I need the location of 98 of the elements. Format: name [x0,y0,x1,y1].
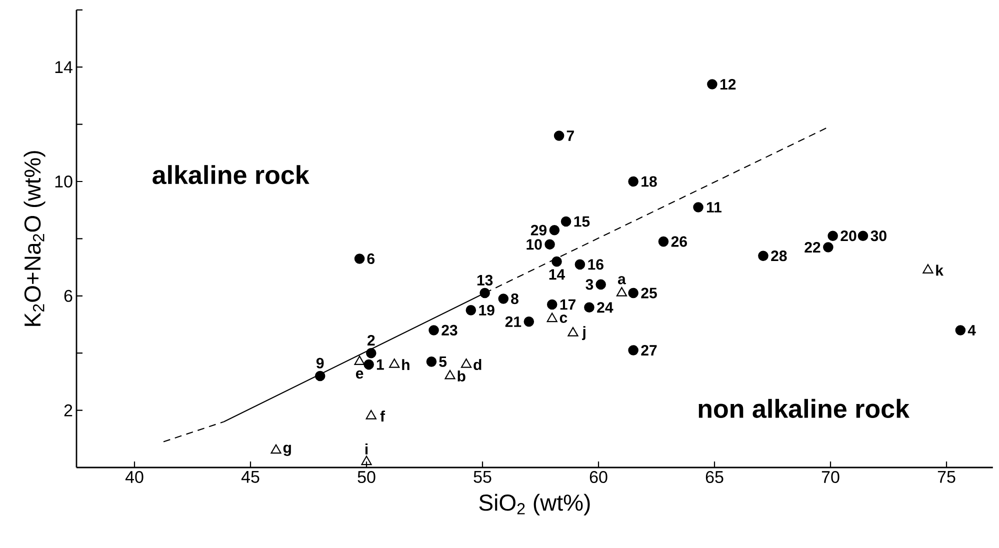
point [552,256,562,267]
point [444,370,456,380]
point [828,230,838,241]
annotation: 4 [968,325,976,336]
point [546,299,558,310]
annotation: 29 [530,224,546,236]
annotation: non alkaline rock [698,398,910,418]
annotation: 26 [671,236,687,247]
point [480,288,490,298]
annotation: b [458,370,466,382]
point [389,358,400,368]
x-tick-label: 60 [590,471,608,484]
point [628,288,638,298]
x-tick-label: 75 [938,471,956,483]
point [364,359,374,370]
annotation: 9 [316,358,324,368]
point [366,348,376,358]
annotation: 11 [706,202,722,212]
annotation: 16 [588,259,604,270]
annotation: 17 [560,299,576,310]
point [596,279,606,290]
y-tick-label: 2 [64,404,72,416]
point [584,302,594,312]
annotation: c [560,314,568,323]
annotation: j [582,326,586,340]
point [658,236,669,247]
point [466,305,476,316]
x-tick-label: 45 [241,471,260,483]
y-axis-title: K$_{2}$O+Na$_{2}$O (wt%) [24,151,46,326]
annotation: 21 [505,316,522,327]
point [460,358,472,368]
annotation: e [356,370,364,379]
y-tick-label: 10 [55,175,72,188]
point [361,456,372,466]
point [498,294,509,304]
point [628,176,638,187]
x-axis-title: SiO$_{2}$ (wt%) [479,494,590,516]
point [922,264,934,274]
point [574,259,586,270]
point [544,239,555,250]
annotation: h [402,359,410,370]
point [314,370,326,382]
point [858,230,868,241]
annotation: g [283,444,291,456]
x-tick-label: 70 [822,471,840,484]
x-tick-label: 40 [125,471,144,484]
annotation: k [936,264,944,276]
annotation: 30 [870,230,886,242]
point [354,356,365,365]
point [546,312,558,322]
annotation: 6 [367,253,375,264]
annotation: alkaline rock [152,165,310,184]
annotation: 23 [442,324,458,336]
y-tick-label: 6 [64,290,72,302]
annotation: 28 [771,250,787,262]
point [426,356,437,367]
point [560,216,572,227]
point [354,254,365,264]
y-tick-label: 14 [55,61,72,73]
point [693,202,704,212]
point [524,316,534,327]
annotation: f [380,410,386,422]
point [628,345,638,356]
point [616,286,628,296]
annotation: 3 [586,279,594,290]
annotation: 25 [641,288,657,298]
annotation: 1 [376,359,384,370]
annotation: a [618,276,626,284]
point [707,79,718,90]
annotation: 22 [804,242,820,253]
point [955,325,966,336]
annotation: 24 [597,302,614,313]
annotation: 8 [511,293,518,304]
point [568,327,578,336]
annotation: 27 [641,345,657,356]
point [549,224,560,236]
annotation: 10 [526,239,542,250]
annotation: 5 [439,356,447,367]
annotation: i [365,443,368,454]
x-tick-label: 50 [358,471,376,484]
x-tick-label: 65 [706,471,724,484]
point [823,242,834,252]
annotation: 15 [574,216,590,227]
point [270,444,282,454]
point [366,410,376,420]
annotation: 19 [479,304,494,316]
annotation: 20 [840,230,856,242]
annotation: 18 [642,176,657,187]
annotation: d [474,359,482,370]
point [554,130,564,141]
point [758,250,768,262]
point [428,325,439,336]
annotation: 7 [566,130,574,141]
annotation: 14 [549,269,566,280]
annotation: 13 [477,274,493,286]
x-tick-label: 55 [474,471,492,483]
annotation: 2 [367,335,375,346]
annotation: 12 [720,79,736,90]
